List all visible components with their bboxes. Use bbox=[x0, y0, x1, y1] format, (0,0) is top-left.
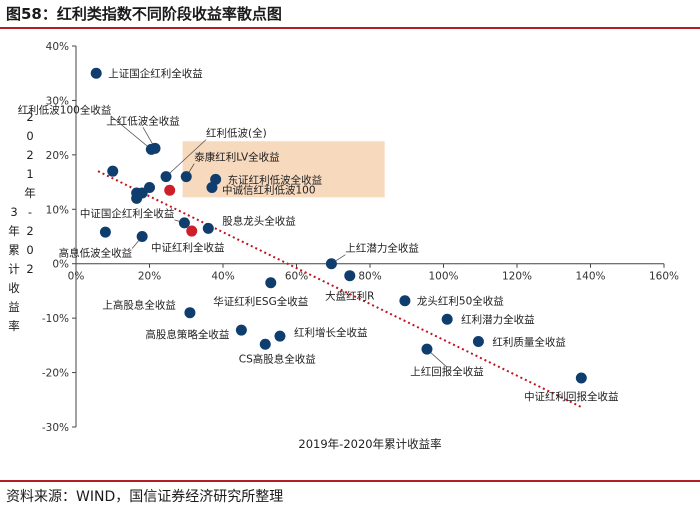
data-point bbox=[107, 165, 119, 177]
y-label-char: 2 bbox=[26, 110, 33, 124]
y-label-char: 年 bbox=[8, 224, 20, 238]
y-tick-label: 30% bbox=[46, 95, 69, 107]
title-rule bbox=[0, 27, 700, 29]
y-tick-label: -20% bbox=[42, 368, 69, 380]
data-point bbox=[441, 313, 453, 325]
x-axis-label: 2019年-2020年累计收益率 bbox=[298, 437, 441, 451]
data-point bbox=[149, 142, 161, 154]
leader-line bbox=[111, 116, 152, 150]
y-tick-label: 10% bbox=[46, 204, 69, 216]
point-label: 上红潜力全收益 bbox=[345, 242, 419, 255]
x-tick-label: 100% bbox=[428, 271, 458, 283]
data-point bbox=[180, 171, 192, 183]
y-label-char: 1 bbox=[26, 167, 33, 181]
point-label: 上高股息全收益 bbox=[102, 299, 176, 312]
x-tick-label: 40% bbox=[211, 271, 234, 283]
data-point bbox=[399, 295, 411, 307]
y-label-char: 3 bbox=[10, 205, 17, 219]
x-tick-label: 0% bbox=[68, 271, 85, 283]
data-point bbox=[90, 67, 102, 79]
source-note: 资料来源：WIND，国信证券经济研究所整理 bbox=[6, 489, 284, 505]
x-tick-label: 80% bbox=[358, 271, 381, 283]
y-label-char: 收 bbox=[8, 281, 20, 295]
x-tick-label: 160% bbox=[649, 271, 679, 283]
data-points bbox=[90, 67, 587, 384]
point-label: 上红回报全收益 bbox=[410, 365, 484, 378]
data-point bbox=[575, 372, 587, 384]
y-tick-label: -30% bbox=[42, 422, 69, 434]
point-label: 红利质量全收益 bbox=[492, 336, 566, 349]
trendline bbox=[97, 170, 584, 409]
leader-line bbox=[165, 139, 207, 177]
data-point bbox=[202, 222, 214, 234]
figure-title: 图58：红利类指数不同阶段收益率散点图 bbox=[6, 5, 282, 23]
data-point bbox=[265, 277, 277, 289]
point-label: CS高股息全收益 bbox=[239, 352, 316, 365]
y-label-char: 2 bbox=[26, 262, 33, 276]
point-label: 龙头红利50全收益 bbox=[417, 295, 504, 308]
axes: -30% -20% -10% 0% 10% 20% 30% 40% 0% 20% 40% 60% 80%… bbox=[42, 41, 679, 434]
point-label: 高股息策略全收益 bbox=[145, 328, 229, 341]
y-tick-label: 0% bbox=[52, 259, 69, 271]
footer-rule bbox=[0, 480, 700, 482]
y-label-char: 年 bbox=[24, 186, 36, 200]
point-label: 红利低波(全) bbox=[206, 127, 267, 140]
y-label-char: 累 bbox=[8, 243, 20, 257]
data-point bbox=[259, 338, 271, 350]
y-label-char: 2 bbox=[26, 148, 33, 162]
data-point bbox=[325, 258, 337, 270]
y-label-char: 益 bbox=[8, 300, 20, 314]
y-tick-label: -10% bbox=[42, 313, 69, 325]
point-label: 上证国企红利全收益 bbox=[108, 67, 203, 80]
point-label: 东证红利低波全收益 bbox=[228, 173, 323, 186]
data-point bbox=[235, 324, 247, 336]
x-tick-label: 120% bbox=[502, 271, 532, 283]
point-label: 红利低波100全收益 bbox=[18, 103, 112, 116]
y-label-char: 计 bbox=[8, 262, 20, 276]
data-point bbox=[344, 270, 356, 282]
x-tick-label: 20% bbox=[138, 271, 161, 283]
point-label: 红利潜力全收益 bbox=[461, 313, 535, 326]
point-label: 中证红利全收益 bbox=[151, 241, 225, 254]
data-point bbox=[144, 182, 155, 194]
scatter-chart: -30% -20% -10% 0% 10% 20% 30% 40% 0% 20% 40% 60% 80%… bbox=[8, 41, 679, 451]
point-label: 华证红利ESG全收益 bbox=[213, 295, 308, 308]
data-point bbox=[160, 171, 172, 183]
point-label: 上红低波全收益 bbox=[106, 114, 180, 127]
y-label-char: 率 bbox=[8, 319, 20, 333]
point-label: 股息龙头全收益 bbox=[222, 214, 296, 227]
data-point bbox=[184, 307, 196, 319]
point-label: 红利增长全收益 bbox=[294, 326, 368, 339]
data-point bbox=[99, 226, 111, 238]
data-point bbox=[186, 225, 198, 237]
y-label-char: 0 bbox=[26, 243, 33, 257]
y-label-char: - bbox=[28, 205, 32, 219]
y-label-char: 0 bbox=[26, 129, 33, 143]
data-point bbox=[136, 231, 148, 242]
y-tick-label: 40% bbox=[46, 41, 69, 53]
data-point bbox=[164, 184, 176, 196]
data-point bbox=[421, 343, 433, 355]
data-point bbox=[206, 182, 218, 194]
point-label: 高息低波全收益 bbox=[59, 247, 133, 260]
y-label-char: 2 bbox=[26, 224, 33, 238]
x-tick-label: 140% bbox=[575, 271, 605, 283]
data-point bbox=[178, 217, 190, 229]
data-point bbox=[274, 330, 286, 342]
y-tick-label: 20% bbox=[46, 150, 69, 162]
point-label: 中诚信红利低波100 bbox=[222, 184, 316, 197]
point-label: 泰康红利LV全收益 bbox=[194, 151, 280, 164]
point-label: 中证国企红利全收益 bbox=[80, 207, 175, 220]
x-tick-label: 60% bbox=[285, 271, 308, 283]
point-label: 中证红利回报全收益 bbox=[524, 390, 619, 403]
point-label: 大盘红利R bbox=[325, 290, 374, 303]
data-point bbox=[472, 336, 484, 348]
